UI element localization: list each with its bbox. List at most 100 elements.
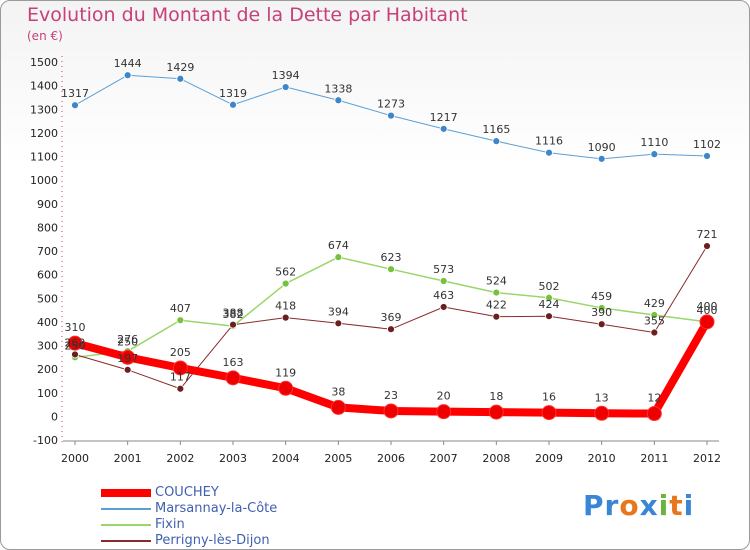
data-label-marsannay-la-c-te: 1116 (535, 135, 563, 148)
data-label-fixin: 524 (486, 275, 507, 288)
data-label-couchey: 163 (223, 356, 244, 369)
data-label-fixin: 623 (381, 251, 402, 264)
y-tick-label: 300 (37, 340, 58, 353)
data-point-marsannay-la-c-te (334, 96, 343, 105)
legend-swatch-perrigny (101, 540, 151, 542)
data-label-marsannay-la-c-te: 1102 (693, 138, 721, 151)
legend-swatch-couchey (101, 489, 151, 497)
x-tick-label: 2010 (588, 452, 616, 465)
data-point-couchey (67, 335, 83, 351)
y-tick-label: 100 (37, 387, 58, 400)
legend-label-marsannay: Marsannay-la-Côte (155, 501, 278, 516)
data-point-perrigny-l-s-dijon (281, 313, 290, 322)
data-point-marsannay-la-c-te (281, 83, 290, 91)
data-point-marsannay-la-c-te (439, 124, 448, 133)
x-tick-label: 2002 (166, 452, 194, 465)
data-point-couchey (278, 380, 294, 396)
data-label-fixin: 674 (328, 239, 349, 252)
data-label-fixin: 250 (65, 339, 86, 352)
data-point-couchey (541, 405, 557, 421)
data-label-perrigny-l-s-dijon: 424 (539, 298, 560, 311)
y-tick-label: 1200 (30, 127, 58, 140)
logo-letter: o (619, 489, 640, 522)
data-label-couchey: 119 (275, 366, 296, 379)
y-tick-label: 1400 (30, 80, 58, 93)
logo-letter: P (583, 489, 605, 522)
data-label-couchey: 12 (647, 392, 661, 405)
x-tick-label: 2001 (114, 452, 142, 465)
data-point-perrigny-l-s-dijon (703, 242, 711, 250)
proxiti-logo: Proxiti (583, 489, 694, 522)
data-label-marsannay-la-c-te: 1273 (377, 98, 405, 111)
data-point-perrigny-l-s-dijon (229, 320, 237, 329)
data-point-marsannay-la-c-te (492, 137, 501, 146)
data-label-perrigny-l-s-dijon: 721 (697, 228, 718, 241)
data-point-fixin (545, 293, 553, 302)
data-point-fixin (597, 304, 606, 312)
y-tick-label: -100 (33, 434, 58, 447)
y-tick-label: 600 (37, 269, 58, 282)
data-point-marsannay-la-c-te (71, 101, 79, 110)
x-tick-label: 2000 (61, 452, 89, 465)
data-label-couchey: 250 (117, 335, 138, 348)
data-label-perrigny-l-s-dijon: 422 (486, 299, 507, 312)
data-point-couchey (488, 404, 504, 420)
data-point-couchey (594, 405, 610, 421)
data-label-couchey: 23 (384, 389, 398, 402)
data-label-couchey: 18 (489, 390, 503, 403)
data-label-fixin: 400 (697, 304, 718, 317)
data-point-couchey (383, 403, 399, 419)
legend-swatch-fixin (101, 524, 151, 526)
data-label-marsannay-la-c-te: 1110 (640, 136, 668, 149)
data-point-fixin (334, 253, 343, 262)
logo-letter: t (669, 489, 684, 522)
legend-swatch-marsannay (101, 508, 151, 510)
data-point-couchey (172, 360, 188, 376)
data-label-marsannay-la-c-te: 1338 (324, 82, 352, 95)
data-point-marsannay-la-c-te (545, 148, 553, 157)
data-label-marsannay-la-c-te: 1319 (219, 87, 247, 100)
y-tick-label: 700 (37, 245, 58, 258)
y-tick-label: 1300 (30, 103, 58, 116)
data-point-fixin (281, 279, 290, 288)
y-tick-label: 0 (51, 410, 58, 423)
data-point-perrigny-l-s-dijon (650, 328, 659, 337)
data-point-marsannay-la-c-te (597, 154, 606, 163)
data-label-fixin: 276 (117, 333, 138, 346)
y-tick-label: 500 (37, 292, 58, 305)
data-point-fixin (387, 265, 395, 274)
x-tick-label: 2012 (693, 452, 721, 465)
x-tick-label: 2011 (640, 452, 668, 465)
data-label-couchey: 16 (542, 391, 556, 404)
data-label-fixin: 502 (539, 280, 560, 293)
data-point-marsannay-la-c-te (176, 74, 185, 83)
data-label-marsannay-la-c-te: 1165 (482, 123, 510, 136)
y-tick-label: 400 (37, 316, 58, 329)
x-tick-label: 2006 (377, 452, 405, 465)
data-point-perrigny-l-s-dijon (492, 312, 501, 321)
logo-letter: r (604, 489, 620, 522)
data-label-perrigny-l-s-dijon: 369 (381, 311, 402, 324)
y-tick-label: 800 (37, 221, 58, 234)
logo-letter: i (658, 489, 670, 522)
legend-label-couchey: COUCHEY (155, 485, 219, 500)
data-label-perrigny-l-s-dijon: 117 (170, 371, 191, 384)
data-label-couchey: 310 (65, 321, 86, 334)
data-label-fixin: 407 (170, 302, 191, 315)
data-point-fixin (492, 288, 501, 297)
x-tick-label: 2009 (535, 452, 563, 465)
data-point-perrigny-l-s-dijon (439, 303, 448, 311)
data-label-perrigny-l-s-dijon: 262 (65, 336, 86, 349)
x-tick-label: 2008 (482, 452, 510, 465)
data-label-fixin: 382 (223, 308, 244, 321)
data-point-perrigny-l-s-dijon (545, 312, 553, 321)
data-label-couchey: 38 (331, 385, 345, 398)
data-label-marsannay-la-c-te: 1394 (272, 69, 300, 82)
data-point-perrigny-l-s-dijon (123, 365, 132, 374)
data-point-couchey (436, 404, 452, 420)
data-label-perrigny-l-s-dijon: 197 (117, 352, 138, 365)
data-label-perrigny-l-s-dijon: 463 (433, 289, 454, 302)
data-label-perrigny-l-s-dijon: 388 (223, 307, 244, 320)
data-point-marsannay-la-c-te (123, 71, 132, 80)
